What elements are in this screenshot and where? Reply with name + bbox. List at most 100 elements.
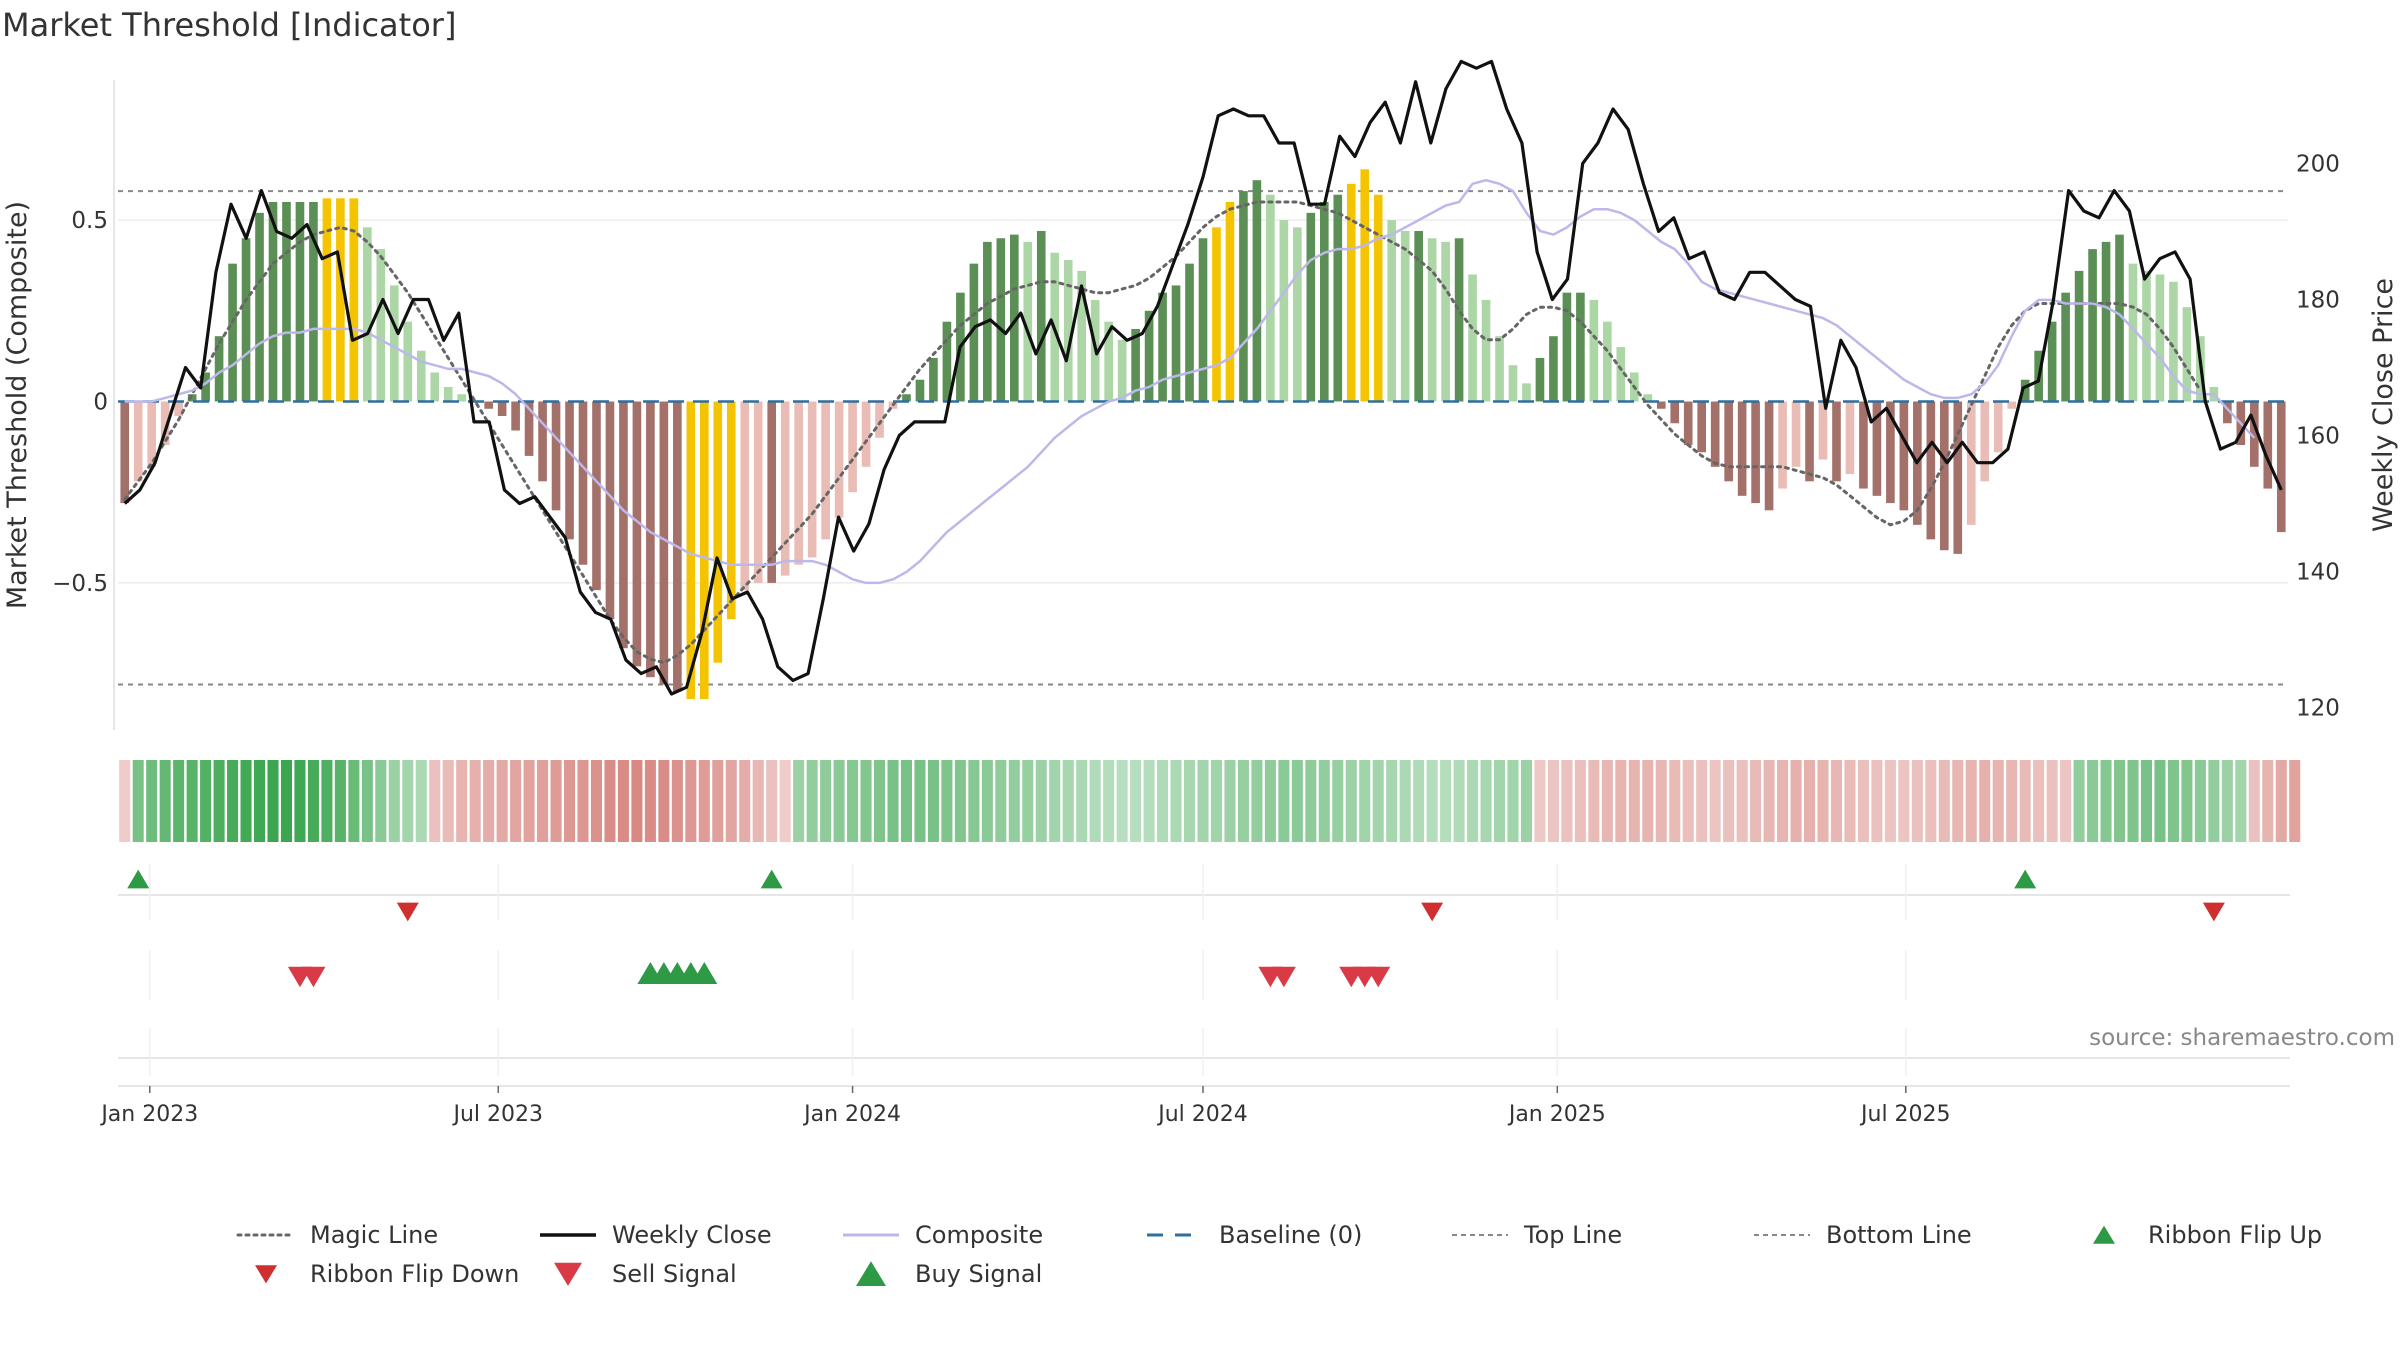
composite-bar bbox=[2169, 281, 2178, 402]
composite-bar bbox=[2047, 321, 2057, 402]
ribbon-segment bbox=[860, 760, 872, 842]
composite-bar bbox=[1656, 401, 1666, 409]
signal-markers bbox=[118, 864, 2290, 1087]
ribbon-segment bbox=[698, 760, 710, 842]
ribbon-segment bbox=[1992, 760, 2004, 842]
ribbon-segment bbox=[900, 760, 913, 842]
composite-bar bbox=[1697, 401, 1707, 453]
composite-bar bbox=[2223, 401, 2232, 424]
ribbon-segment bbox=[294, 760, 306, 842]
composite-bar bbox=[336, 198, 345, 402]
ribbon-segment bbox=[873, 760, 886, 842]
buy-signal-marker bbox=[691, 961, 718, 985]
ribbon-segment bbox=[402, 760, 414, 842]
ribbon-segment bbox=[2154, 760, 2166, 842]
ribbon-segment bbox=[240, 760, 252, 842]
ribbon-segment bbox=[496, 760, 508, 842]
composite-bar bbox=[1023, 241, 1033, 402]
ribbon-segment bbox=[644, 760, 656, 842]
ribbon-segment bbox=[200, 760, 212, 842]
y2-tick-label: 180 bbox=[2296, 287, 2340, 313]
composite-bar bbox=[2182, 307, 2192, 402]
composite-bar bbox=[726, 401, 736, 620]
ribbon-segment bbox=[1318, 760, 1330, 842]
composite-bar bbox=[1980, 401, 1990, 482]
ribbon-segment bbox=[1049, 760, 1061, 842]
composite-bar bbox=[1468, 274, 1477, 402]
ribbon-segment bbox=[550, 760, 562, 842]
ribbon-segment bbox=[1777, 760, 1789, 842]
composite-bar bbox=[794, 401, 803, 565]
composite-bar bbox=[1225, 201, 1235, 402]
composite-bar bbox=[201, 372, 210, 402]
ribbon-flip-up-marker bbox=[127, 869, 150, 889]
ribbon-segment bbox=[321, 760, 333, 842]
ribbon-segment bbox=[2113, 760, 2126, 842]
composite-bar bbox=[1710, 401, 1720, 467]
composite-bar bbox=[699, 401, 709, 699]
ribbon-segment bbox=[2046, 760, 2058, 842]
composite-bar bbox=[902, 394, 911, 402]
ribbon-segment bbox=[847, 760, 859, 842]
ribbon-segment bbox=[1830, 760, 1843, 842]
triangle-down-icon bbox=[554, 1262, 582, 1286]
composite-bar bbox=[147, 401, 157, 467]
ribbon-segment bbox=[1925, 760, 1937, 842]
ribbon-segment bbox=[2100, 760, 2112, 842]
legend-label: Weekly Close bbox=[612, 1221, 772, 1249]
composite-bars bbox=[120, 169, 2286, 699]
ribbon-segment bbox=[833, 760, 845, 842]
ribbon-segment bbox=[1790, 760, 1802, 842]
composite-bar bbox=[767, 401, 777, 583]
ribbon-segment bbox=[617, 760, 629, 842]
ribbon bbox=[119, 760, 2301, 842]
triangle-down-icon bbox=[255, 1265, 277, 1284]
ribbon-segment bbox=[1669, 760, 1681, 842]
composite-bar bbox=[484, 401, 493, 409]
ribbon-segment bbox=[2127, 760, 2139, 842]
magic-line bbox=[123, 200, 2202, 665]
ribbon-segment bbox=[1116, 760, 1128, 842]
composite-bar bbox=[376, 249, 386, 402]
composite-bar bbox=[1522, 383, 1531, 402]
legend-label: Ribbon Flip Down bbox=[310, 1260, 519, 1288]
ribbon-segment bbox=[1628, 760, 1640, 842]
ribbon-segment bbox=[1440, 760, 1452, 842]
composite-bar bbox=[1508, 365, 1518, 402]
composite-bar bbox=[133, 401, 143, 482]
ribbon-segment bbox=[132, 760, 144, 842]
ribbon-segment bbox=[820, 760, 832, 842]
ribbon-segment bbox=[1359, 760, 1371, 842]
composite-bar bbox=[942, 321, 952, 402]
ribbon-segment bbox=[968, 760, 980, 842]
x-tick-label: Jul 2023 bbox=[452, 1102, 544, 1127]
composite-bar bbox=[1104, 321, 1113, 402]
composite-bar bbox=[255, 212, 264, 402]
ribbon-segment bbox=[806, 760, 818, 842]
composite-bar bbox=[1495, 336, 1504, 402]
composite-bar bbox=[1872, 401, 1882, 496]
composite-bar bbox=[969, 263, 979, 402]
composite-bar bbox=[807, 401, 817, 558]
composite-bar bbox=[659, 401, 669, 685]
composite-bar bbox=[1643, 394, 1653, 402]
ribbon-segment bbox=[954, 760, 966, 842]
composite-bar bbox=[1144, 310, 1154, 402]
ribbon-segment bbox=[779, 760, 791, 842]
composite-bar bbox=[1791, 401, 1801, 467]
composite-bar bbox=[1764, 401, 1774, 511]
ribbon-segment bbox=[1965, 760, 1977, 842]
composite-bar bbox=[1252, 180, 1262, 402]
composite-bar bbox=[2007, 401, 2017, 409]
ribbon-segment bbox=[2248, 760, 2260, 842]
y-tick-label: −0.5 bbox=[52, 571, 108, 597]
ribbon-segment bbox=[1736, 760, 1748, 842]
ribbon-segment bbox=[1817, 760, 1829, 842]
y2-tick-label: 120 bbox=[2296, 696, 2340, 722]
ribbon-segment bbox=[1803, 760, 1816, 842]
ribbon-segment bbox=[1520, 760, 1533, 842]
composite-bar bbox=[1899, 401, 1909, 511]
legend-label: Baseline (0) bbox=[1219, 1221, 1362, 1249]
ribbon-segment bbox=[1399, 760, 1411, 842]
